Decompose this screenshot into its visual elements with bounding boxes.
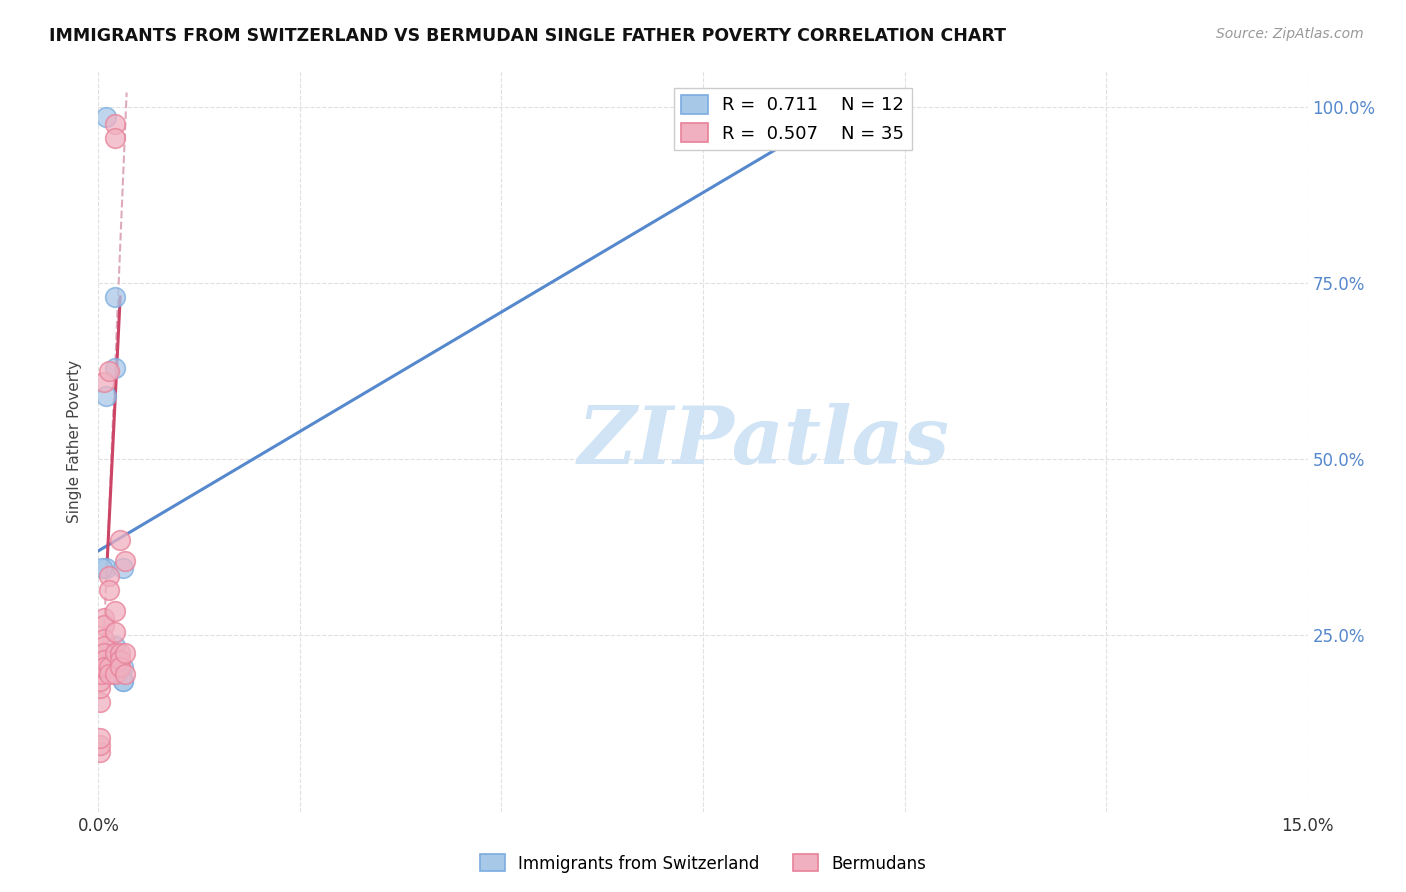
Point (103, 646, 125, 660)
Point (89, 731, 111, 745)
Point (93, 632, 115, 646)
Point (89, 738, 111, 752)
Point (93, 375, 115, 389)
Text: ZIPatlas: ZIPatlas (578, 403, 949, 480)
Point (93, 646, 115, 660)
Point (97, 667, 120, 681)
Legend: R =  0.711    N = 12, R =  0.507    N = 35: R = 0.711 N = 12, R = 0.507 N = 35 (673, 87, 911, 150)
Point (93, 660, 115, 674)
Point (97, 568, 120, 582)
Point (90, 660, 112, 674)
Point (93, 618, 115, 632)
Y-axis label: Single Father Poverty: Single Father Poverty (67, 360, 83, 523)
Point (89, 695, 111, 709)
Point (103, 290, 125, 304)
Point (111, 674, 134, 689)
Point (103, 360, 125, 375)
Point (111, 674, 134, 689)
Point (96, 561, 118, 575)
Point (111, 561, 134, 575)
Point (114, 667, 136, 681)
Point (114, 554, 136, 568)
Point (97, 660, 120, 674)
Point (114, 646, 136, 660)
Point (108, 533, 131, 548)
Point (837, 103, 859, 117)
Point (108, 653, 131, 667)
Point (93, 611, 115, 625)
Point (90, 667, 112, 681)
Point (108, 646, 131, 660)
Point (103, 117, 125, 131)
Point (103, 639, 125, 653)
Point (89, 681, 111, 696)
Point (97, 364, 120, 378)
Point (93, 653, 115, 667)
Point (91, 561, 114, 575)
Point (90, 653, 112, 667)
Point (89, 745, 111, 759)
Point (103, 624, 125, 639)
Point (103, 131, 125, 145)
Point (97, 582, 120, 597)
Point (93, 639, 115, 653)
Text: IMMIGRANTS FROM SWITZERLAND VS BERMUDAN SINGLE FATHER POVERTY CORRELATION CHART: IMMIGRANTS FROM SWITZERLAND VS BERMUDAN … (49, 27, 1007, 45)
Text: Source: ZipAtlas.com: Source: ZipAtlas.com (1216, 27, 1364, 41)
Point (103, 667, 125, 681)
Legend: Immigrants from Switzerland, Bermudans: Immigrants from Switzerland, Bermudans (474, 847, 932, 880)
Point (108, 660, 131, 674)
Point (89, 674, 111, 689)
Point (103, 604, 125, 618)
Point (96, 110, 118, 124)
Point (96, 389, 118, 403)
Point (111, 660, 134, 674)
